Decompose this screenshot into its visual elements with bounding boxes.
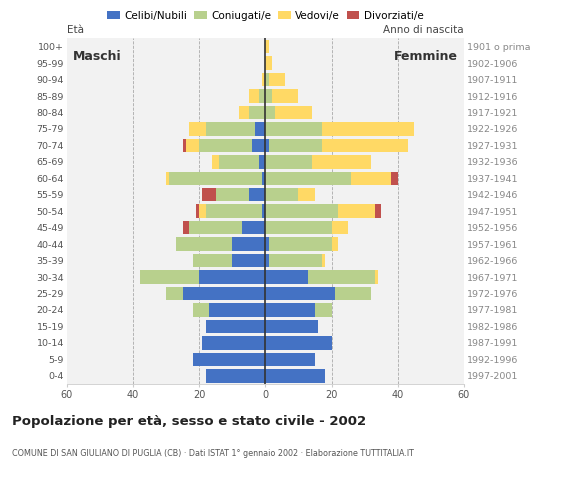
Bar: [332, 238, 338, 251]
Bar: [266, 369, 325, 383]
Legend: Celibi/Nubili, Coniugati/e, Vedovi/e, Divorziati/e: Celibi/Nubili, Coniugati/e, Vedovi/e, Di…: [107, 11, 423, 21]
Bar: [183, 287, 266, 300]
Bar: [315, 303, 332, 317]
Text: Anno di nascita: Anno di nascita: [383, 25, 464, 35]
Bar: [259, 155, 266, 168]
Bar: [183, 221, 189, 234]
Bar: [169, 171, 262, 185]
Bar: [199, 139, 252, 152]
Bar: [259, 89, 266, 103]
Bar: [272, 89, 299, 103]
Bar: [199, 204, 206, 218]
Bar: [166, 171, 169, 185]
Bar: [199, 270, 266, 284]
Text: Maschi: Maschi: [73, 50, 122, 63]
Bar: [266, 73, 269, 86]
Bar: [249, 106, 266, 119]
Bar: [216, 188, 249, 202]
Bar: [202, 336, 266, 349]
Bar: [309, 270, 375, 284]
Bar: [266, 139, 269, 152]
Bar: [166, 287, 183, 300]
Bar: [332, 221, 348, 234]
Bar: [269, 238, 332, 251]
Bar: [202, 188, 216, 202]
Bar: [335, 287, 371, 300]
Bar: [266, 303, 315, 317]
Bar: [249, 188, 266, 202]
Bar: [249, 89, 259, 103]
Bar: [255, 122, 266, 136]
Bar: [266, 336, 332, 349]
Bar: [189, 122, 206, 136]
Bar: [262, 171, 266, 185]
Bar: [322, 139, 408, 152]
Bar: [206, 204, 262, 218]
Bar: [176, 238, 232, 251]
Bar: [140, 270, 199, 284]
Bar: [219, 155, 259, 168]
Bar: [266, 221, 332, 234]
Bar: [212, 155, 219, 168]
Text: Popolazione per età, sesso e stato civile - 2002: Popolazione per età, sesso e stato civil…: [12, 415, 366, 428]
Text: COMUNE DI SAN GIULIANO DI PUGLIA (CB) · Dati ISTAT 1° gennaio 2002 · Elaborazion: COMUNE DI SAN GIULIANO DI PUGLIA (CB) · …: [12, 449, 414, 458]
Bar: [266, 287, 335, 300]
Bar: [269, 139, 322, 152]
Bar: [206, 122, 255, 136]
Bar: [262, 204, 266, 218]
Bar: [266, 238, 269, 251]
Bar: [266, 56, 272, 70]
Text: Età: Età: [67, 25, 84, 35]
Bar: [183, 139, 186, 152]
Bar: [375, 204, 381, 218]
Bar: [269, 73, 285, 86]
Bar: [311, 155, 371, 168]
Bar: [266, 122, 322, 136]
Bar: [206, 369, 266, 383]
Bar: [262, 73, 266, 86]
Bar: [266, 155, 311, 168]
Bar: [193, 303, 209, 317]
Bar: [196, 204, 199, 218]
Bar: [266, 254, 269, 267]
Bar: [186, 139, 199, 152]
Text: Femmine: Femmine: [393, 50, 458, 63]
Bar: [322, 122, 414, 136]
Bar: [276, 106, 311, 119]
Bar: [242, 221, 266, 234]
Bar: [189, 221, 242, 234]
Bar: [322, 254, 325, 267]
Bar: [266, 353, 315, 366]
Bar: [206, 320, 266, 333]
Bar: [252, 139, 266, 152]
Bar: [266, 106, 275, 119]
Bar: [269, 254, 322, 267]
Bar: [375, 270, 378, 284]
Bar: [232, 238, 266, 251]
Bar: [391, 171, 398, 185]
Bar: [266, 89, 272, 103]
Bar: [239, 106, 249, 119]
Bar: [266, 188, 299, 202]
Bar: [266, 320, 318, 333]
Bar: [209, 303, 266, 317]
Bar: [266, 204, 338, 218]
Bar: [266, 270, 309, 284]
Bar: [351, 171, 391, 185]
Bar: [338, 204, 375, 218]
Bar: [193, 353, 266, 366]
Bar: [266, 40, 269, 53]
Bar: [266, 171, 351, 185]
Bar: [193, 254, 232, 267]
Bar: [232, 254, 266, 267]
Bar: [299, 188, 315, 202]
